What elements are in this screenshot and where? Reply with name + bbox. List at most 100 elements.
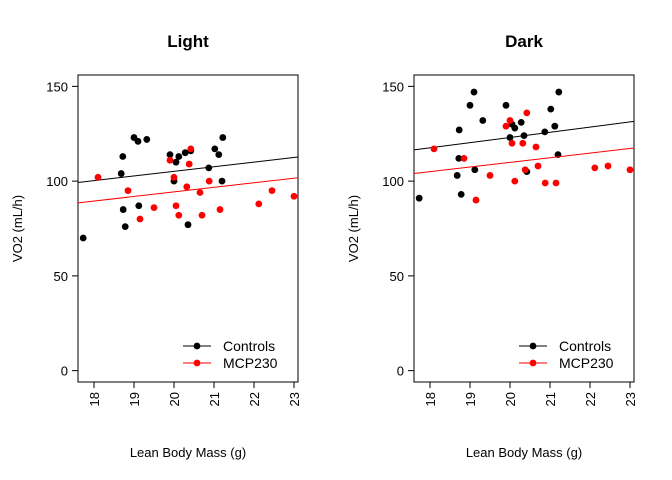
data-point-mcp230	[175, 211, 183, 219]
data-point-mcp230	[626, 166, 634, 174]
panel-title: Dark	[505, 32, 543, 51]
legend-label-mcp230: MCP230	[223, 355, 278, 371]
trend-line-mcp230	[77, 177, 299, 204]
data-point-mcp230	[486, 172, 494, 179]
x-tick-label: 22	[583, 392, 598, 406]
data-point-mcp230	[170, 173, 178, 181]
legend-label-controls: Controls	[559, 338, 611, 354]
y-tick-label: 100	[382, 174, 404, 189]
data-point-controls	[479, 117, 487, 124]
data-point-mcp230	[216, 206, 224, 213]
legend-marker-mcp230	[529, 359, 537, 367]
data-point-controls	[219, 134, 227, 141]
data-point-mcp230	[506, 117, 514, 124]
data-point-controls	[517, 118, 525, 126]
data-point-mcp230	[268, 187, 276, 194]
data-point-mcp230	[519, 139, 527, 147]
data-point-controls	[134, 137, 142, 145]
data-point-mcp230	[136, 215, 144, 223]
data-point-mcp230	[124, 187, 132, 194]
data-point-controls	[79, 234, 87, 242]
data-point-controls	[471, 166, 479, 174]
data-point-controls	[175, 153, 183, 160]
x-tick-label: 23	[287, 392, 302, 406]
data-point-mcp230	[290, 192, 298, 200]
data-point-mcp230	[196, 189, 204, 196]
data-point-mcp230	[205, 177, 213, 185]
data-point-controls	[215, 151, 223, 158]
data-point-controls	[415, 194, 423, 202]
legend-label-mcp230: MCP230	[559, 355, 614, 371]
data-point-controls	[466, 101, 474, 109]
panel-title: Light	[167, 32, 209, 51]
data-point-controls	[121, 223, 129, 231]
data-point-controls	[547, 105, 555, 113]
x-tick-label: 20	[503, 392, 518, 406]
data-point-mcp230	[604, 162, 612, 170]
x-tick-label: 23	[623, 392, 638, 406]
y-tick-label: 50	[54, 269, 68, 284]
data-point-mcp230	[255, 200, 263, 208]
y-tick-label: 0	[397, 364, 404, 379]
data-point-mcp230	[430, 145, 438, 153]
y-axis-label: VO2 (mL/h)	[10, 195, 25, 262]
data-point-mcp230	[502, 122, 510, 130]
data-point-mcp230	[172, 202, 180, 210]
legend-label-controls: Controls	[223, 338, 275, 354]
data-point-mcp230	[523, 109, 531, 117]
y-tick-label: 150	[382, 79, 404, 94]
plot-frame	[77, 74, 299, 383]
data-point-controls	[457, 190, 465, 198]
data-point-controls	[166, 151, 174, 158]
y-axis-label: VO2 (mL/h)	[346, 195, 361, 262]
data-point-mcp230	[552, 179, 560, 187]
data-point-controls	[541, 128, 549, 136]
data-point-controls	[181, 149, 189, 157]
x-axis-label: Lean Body Mass (g)	[130, 445, 246, 460]
x-tick-label: 19	[127, 392, 142, 406]
trend-line-controls	[77, 156, 299, 183]
y-tick-label: 50	[390, 269, 404, 284]
data-point-mcp230	[508, 139, 516, 147]
data-point-controls	[520, 132, 528, 140]
x-tick-label: 21	[207, 392, 222, 406]
legend-marker-controls	[193, 342, 201, 350]
data-point-mcp230	[541, 179, 549, 187]
x-tick-label: 19	[463, 392, 478, 406]
x-tick-label: 18	[87, 392, 102, 406]
panel-dark: Dark 0 50 100 150 18 19 20 21 22 23 Lean Body Mass …	[346, 32, 638, 460]
data-point-mcp230	[187, 145, 195, 153]
y-tick-label: 150	[46, 79, 68, 94]
y-tick-label: 0	[61, 364, 68, 379]
x-tick-label: 18	[423, 392, 438, 406]
legend-marker-mcp230	[193, 359, 201, 367]
data-point-controls	[453, 172, 461, 179]
x-tick-label: 21	[543, 392, 558, 406]
data-point-mcp230	[591, 164, 599, 172]
data-point-mcp230	[460, 154, 468, 162]
data-point-controls	[506, 134, 514, 141]
data-point-controls	[119, 153, 127, 160]
data-point-mcp230	[166, 156, 174, 164]
data-point-controls	[143, 136, 151, 143]
data-point-controls	[502, 101, 510, 109]
data-point-controls	[117, 170, 125, 177]
data-point-mcp230	[511, 177, 519, 185]
data-point-controls	[511, 124, 519, 132]
data-point-mcp230	[183, 183, 191, 191]
data-point-controls	[555, 88, 563, 96]
data-point-mcp230	[534, 162, 542, 170]
trend-line-mcp230	[413, 147, 635, 175]
x-axis-label: Lean Body Mass (g)	[466, 445, 582, 460]
x-tick-label: 22	[247, 392, 262, 406]
panel-light: Light 0 50 100 150 18 19 20 21 22 23 Lean Body Mass…	[10, 32, 302, 460]
data-point-mcp230	[198, 211, 206, 219]
data-point-controls	[455, 154, 463, 162]
data-point-controls	[172, 158, 180, 166]
legend-marker-controls	[529, 342, 537, 350]
data-point-controls	[551, 122, 559, 130]
y-tick-label: 100	[46, 174, 68, 189]
data-point-controls	[184, 221, 192, 229]
x-tick-label: 20	[167, 392, 182, 406]
